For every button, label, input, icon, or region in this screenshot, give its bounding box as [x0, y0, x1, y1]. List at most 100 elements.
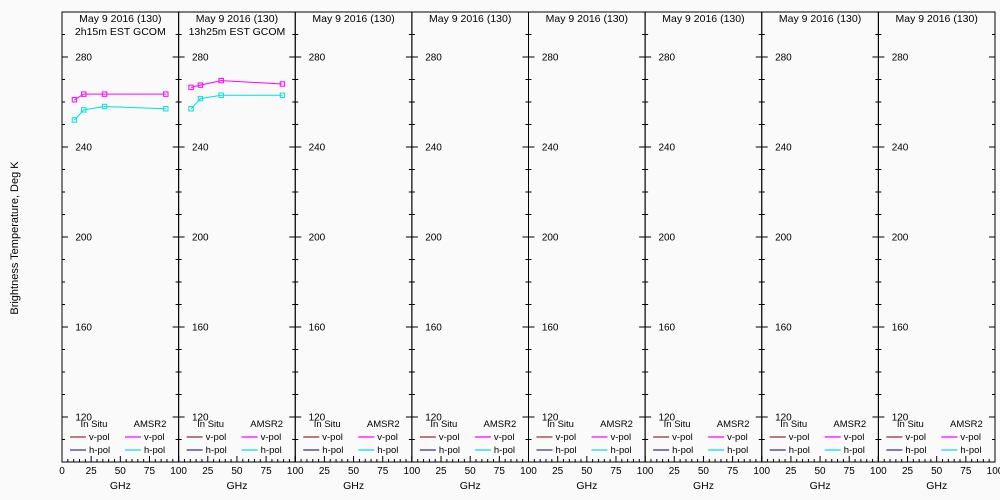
x-tick-label: 50: [115, 466, 127, 477]
x-axis-title: GHz: [926, 480, 947, 492]
legend-label: h-pol: [611, 445, 632, 456]
legend-label: v-pol: [727, 432, 748, 443]
legend-label: h-pol: [144, 445, 165, 456]
legend-label: h-pol: [261, 445, 282, 456]
x-tick-label: 50: [581, 466, 593, 477]
legend-col-amsr2: AMSR2: [134, 419, 167, 430]
legend-label: v-pol: [960, 432, 981, 443]
y-tick-label: 280: [542, 53, 559, 64]
series-line-amsr2-h-pol: [190, 94, 283, 110]
legend-label: h-pol: [789, 445, 810, 456]
x-axis-title: GHz: [693, 480, 714, 492]
legend-col-insitu: In Situ: [197, 419, 224, 430]
legend-col-amsr2: AMSR2: [950, 419, 983, 430]
y-tick-label: 280: [425, 53, 442, 64]
x-tick-label: 75: [610, 466, 622, 477]
panel-title: May 9 2016 (130): [779, 13, 861, 25]
legend-col-amsr2: AMSR2: [833, 419, 866, 430]
x-tick-label: 50: [465, 466, 477, 477]
y-tick-label: 120: [75, 413, 92, 424]
legend-col-amsr2: AMSR2: [484, 419, 517, 430]
legend-label: h-pol: [322, 445, 343, 456]
series-marker: [81, 91, 87, 97]
series-marker: [218, 92, 224, 98]
legend-label: h-pol: [439, 445, 460, 456]
x-axis-title: GHz: [576, 480, 597, 492]
legend-label: v-pol: [261, 432, 282, 443]
y-tick-label: 240: [425, 143, 442, 154]
y-tick-label: 120: [425, 413, 442, 424]
legend-label: v-pol: [844, 432, 865, 443]
x-tick-label: 50: [698, 466, 710, 477]
x-tick-label: 100: [753, 466, 770, 477]
legend-col-amsr2: AMSR2: [600, 419, 633, 430]
legend-label: v-pol: [206, 432, 227, 443]
x-tick-label: 75: [960, 466, 972, 477]
x-tick-label: 50: [815, 466, 827, 477]
legend-col-insitu: In Situ: [780, 419, 807, 430]
panel-title: May 9 2016 (130): [196, 13, 278, 25]
legend-col-insitu: In Situ: [897, 419, 924, 430]
legend-col-insitu: In Situ: [81, 419, 108, 430]
panel-subtitle: 13h25m EST GCOM: [189, 26, 286, 38]
y-tick-label: 160: [425, 323, 442, 334]
y-tick-label: 160: [542, 323, 559, 334]
y-tick-label: 280: [75, 53, 92, 64]
panel-title: May 9 2016 (130): [546, 13, 628, 25]
y-tick-label: 160: [892, 323, 909, 334]
y-tick-label: 120: [892, 413, 909, 424]
legend-label: v-pol: [556, 432, 577, 443]
y-tick-label: 240: [658, 143, 675, 154]
x-axis-title: GHz: [110, 480, 131, 492]
y-tick-label: 200: [192, 233, 209, 244]
legend-label: v-pol: [611, 432, 632, 443]
legend-label: v-pol: [494, 432, 515, 443]
x-tick-label: 75: [144, 466, 156, 477]
series-marker: [279, 92, 286, 98]
series-marker: [81, 107, 87, 113]
legend-col-insitu: In Situ: [314, 419, 341, 430]
legend-label: h-pol: [672, 445, 693, 456]
series-line-amsr2-v-pol: [74, 93, 166, 101]
legend-label: h-pol: [89, 445, 110, 456]
y-tick-label: 160: [309, 323, 326, 334]
x-tick-label: 50: [348, 466, 360, 477]
legend-col-amsr2: AMSR2: [367, 419, 400, 430]
x-tick-label: 25: [435, 466, 447, 477]
legend-label: v-pol: [322, 432, 343, 443]
y-tick-label: 200: [542, 233, 559, 244]
y-tick-label: 240: [775, 143, 792, 154]
x-axis-title: GHz: [226, 480, 247, 492]
legend-label: h-pol: [844, 445, 865, 456]
y-tick-label: 200: [75, 233, 92, 244]
legend-col-insitu: In Situ: [664, 419, 691, 430]
x-tick-label: 25: [902, 466, 914, 477]
x-tick-label: 100: [287, 466, 304, 477]
y-tick-label: 160: [192, 323, 209, 334]
legend-label: h-pol: [727, 445, 748, 456]
x-tick-label: 100: [404, 466, 421, 477]
y-tick-label: 120: [658, 413, 675, 424]
x-tick-label: 100: [520, 466, 537, 477]
x-tick-label: 100: [987, 466, 1000, 477]
x-tick-label: 75: [727, 466, 739, 477]
y-tick-label: 200: [425, 233, 442, 244]
legend-col-amsr2: AMSR2: [250, 419, 283, 430]
x-axis-title: GHz: [343, 480, 364, 492]
legend-label: v-pol: [377, 432, 398, 443]
y-axis-title: Brightness Temperature, Deg K: [9, 161, 21, 315]
series-marker: [163, 106, 169, 112]
legend-label: v-pol: [144, 432, 165, 443]
legend-label: h-pol: [377, 445, 398, 456]
series-line-amsr2-h-pol: [74, 105, 166, 121]
x-tick-label: 100: [870, 466, 887, 477]
y-tick-label: 280: [192, 53, 209, 64]
series-marker: [188, 84, 194, 91]
series-marker: [163, 91, 169, 97]
legend-label: h-pol: [905, 445, 926, 456]
legend-label: h-pol: [494, 445, 515, 456]
legend-label: h-pol: [206, 445, 227, 456]
y-tick-label: 240: [892, 143, 909, 154]
x-tick-label: 75: [494, 466, 506, 477]
